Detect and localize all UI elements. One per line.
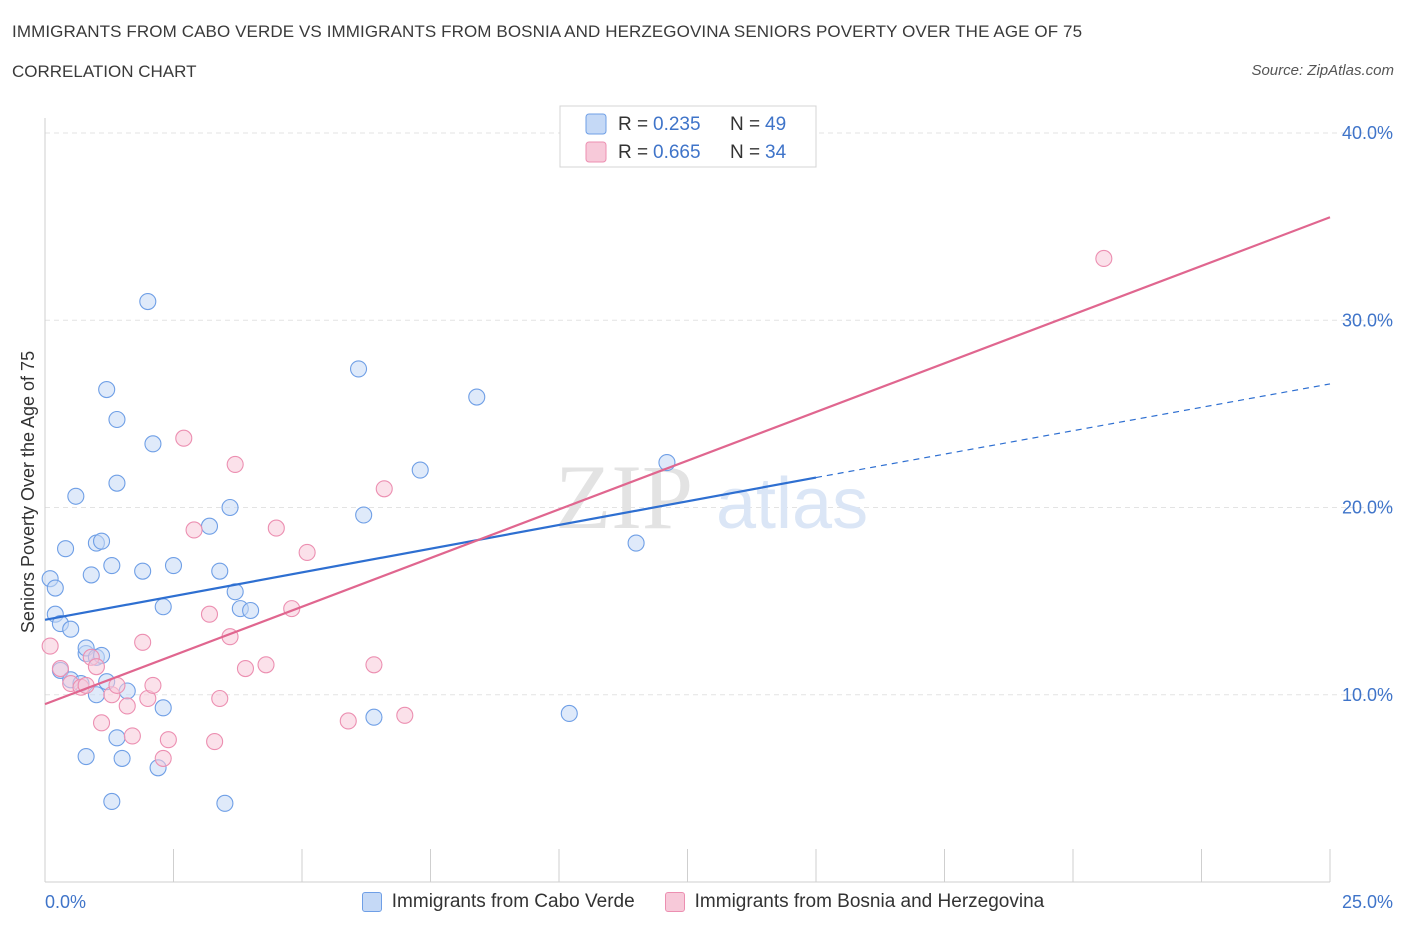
y-tick-label-30: 30.0% xyxy=(1342,310,1393,330)
point-s0-12 xyxy=(77,747,95,766)
trend-lines xyxy=(44,216,1331,706)
legend-r-value-1: 0.665 xyxy=(653,142,701,163)
point-s0-5 xyxy=(57,540,75,558)
point-s0-40 xyxy=(216,794,234,812)
legend-swatch-cabo-verde xyxy=(585,113,607,135)
point-s0-47 xyxy=(560,704,578,723)
legend-r-label-0: R = xyxy=(618,114,648,135)
chart-subtitle: CORRELATION CHART xyxy=(12,62,197,81)
point-s1-10 xyxy=(118,697,136,715)
point-s0-43 xyxy=(355,506,373,524)
legend-swatch-blue xyxy=(361,892,382,912)
point-s1-32 xyxy=(396,706,414,724)
y-axis-label: Seniors Poverty Over the Age of 75 xyxy=(18,351,38,633)
series-bosnia xyxy=(41,249,1113,767)
point-s1-11 xyxy=(123,727,141,745)
chart-title: IMMIGRANTS FROM CABO VERDE VS IMMIGRANTS… xyxy=(12,22,1083,41)
point-s0-48 xyxy=(627,534,645,552)
point-s0-2 xyxy=(46,579,64,597)
point-s0-26 xyxy=(113,749,131,767)
trend-line-cabo-verde xyxy=(44,476,817,621)
point-s1-12 xyxy=(134,633,152,651)
point-s0-44 xyxy=(365,708,383,726)
legend-r-value-0: 0.235 xyxy=(653,114,701,135)
legend-n-value-1: 34 xyxy=(765,142,787,163)
point-s1-7 xyxy=(92,714,111,732)
point-s1-25 xyxy=(257,656,275,674)
point-s0-20 xyxy=(98,380,116,399)
point-s0-21 xyxy=(103,556,121,575)
y-tick-label-40: 40.0% xyxy=(1342,123,1393,143)
point-s1-21 xyxy=(211,689,229,708)
x-tick-label-max: 25.0% xyxy=(1342,892,1393,912)
point-s1-31 xyxy=(375,480,393,498)
legend-swatch-pink xyxy=(664,892,685,912)
legend-label-cabo-verde: Immigrants from Cabo Verde xyxy=(391,891,635,912)
point-s0-33 xyxy=(154,598,172,616)
point-s1-23 xyxy=(226,455,244,473)
point-s0-17 xyxy=(92,532,111,550)
legend-r-label-1: R = xyxy=(618,142,648,163)
point-s1-14 xyxy=(144,676,162,694)
y-tick-label-10: 10.0% xyxy=(1342,685,1393,705)
axes xyxy=(44,118,1331,883)
point-s0-41 xyxy=(242,601,260,620)
point-s0-24 xyxy=(108,729,126,747)
point-s0-30 xyxy=(144,435,162,453)
point-s0-32 xyxy=(154,699,172,717)
point-s1-20 xyxy=(206,733,224,751)
legend-item-cabo-verde: Immigrants from Cabo Verde xyxy=(361,891,635,913)
point-s0-13 xyxy=(82,566,100,584)
stats-legend: R = 0.235 N = 49 R = 0.665 N = 34 xyxy=(559,105,817,168)
point-s1-24 xyxy=(236,659,255,678)
point-s0-23 xyxy=(108,410,126,429)
point-s0-22 xyxy=(103,792,121,811)
point-s1-1 xyxy=(51,659,69,678)
point-s1-26 xyxy=(267,519,285,537)
source-label: Source: ZipAtlas.com xyxy=(1251,62,1394,79)
y-tick-labels: 10.0% 20.0% 30.0% 40.0% xyxy=(1342,123,1393,705)
y-tick-label-20: 20.0% xyxy=(1342,498,1393,518)
legend-swatch-bosnia xyxy=(585,141,607,163)
trend-line-cabo-verde-extension xyxy=(815,383,1331,479)
point-s1-33 xyxy=(1095,249,1113,268)
point-s1-6 xyxy=(87,658,105,676)
point-s0-42 xyxy=(349,360,368,378)
point-s0-28 xyxy=(134,562,152,580)
series-legend: Immigrants from Cabo Verde Immigrants fr… xyxy=(0,888,1406,916)
point-s1-0 xyxy=(41,637,59,655)
point-s0-37 xyxy=(221,498,239,517)
point-s1-28 xyxy=(298,543,316,561)
watermark: ZIP atlas xyxy=(555,446,868,548)
point-s0-45 xyxy=(411,461,429,479)
legend-n-value-0: 49 xyxy=(765,114,786,135)
point-s1-15 xyxy=(154,749,172,767)
x-tick-label-min: 0.0% xyxy=(45,892,86,912)
point-s0-8 xyxy=(67,487,85,505)
point-s1-18 xyxy=(185,521,203,539)
legend-n-label-0: N = xyxy=(730,114,760,135)
point-s1-16 xyxy=(159,731,177,749)
point-s0-29 xyxy=(139,292,157,311)
point-s1-29 xyxy=(339,712,357,730)
point-s0-35 xyxy=(200,517,219,535)
point-s1-17 xyxy=(175,429,193,447)
legend-item-bosnia: Immigrants from Bosnia and Herzegovina xyxy=(664,891,1045,913)
point-s0-25 xyxy=(108,474,126,492)
watermark-atlas: atlas xyxy=(716,464,868,544)
point-s0-6 xyxy=(62,620,80,638)
legend-n-label-1: N = xyxy=(730,142,760,163)
point-s0-34 xyxy=(164,556,183,575)
point-s1-30 xyxy=(365,656,383,674)
point-s0-36 xyxy=(211,562,229,580)
series-cabo-verde xyxy=(41,292,676,812)
trend-line-bosnia xyxy=(44,216,1331,706)
legend-label-bosnia: Immigrants from Bosnia and Herzegovina xyxy=(694,891,1045,912)
point-s1-19 xyxy=(200,605,219,623)
point-s0-46 xyxy=(468,388,486,406)
